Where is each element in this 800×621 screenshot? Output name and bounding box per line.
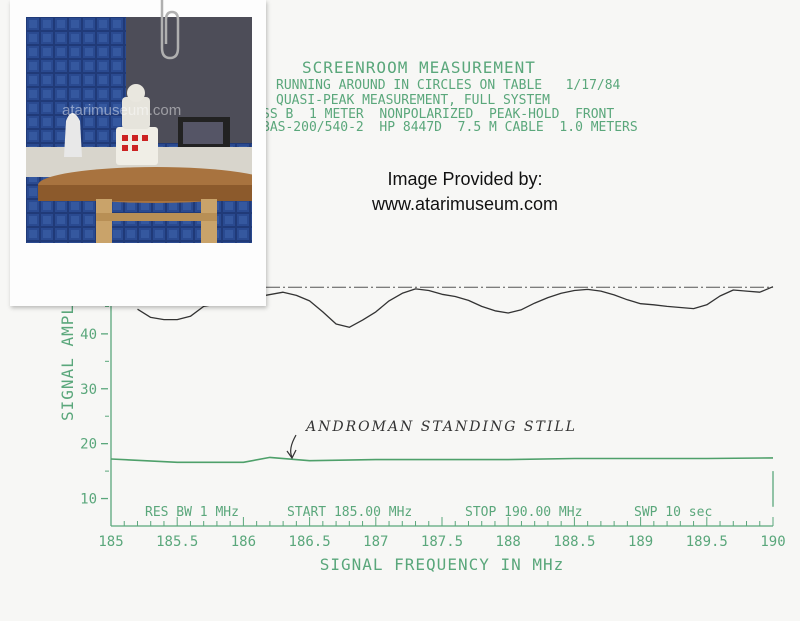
annotation-arrowhead-icon xyxy=(286,449,297,460)
header-line-1: RUNNING AROUND IN CIRCLES ON TABLE 1/17/… xyxy=(276,78,621,93)
x-axis-label: SIGNAL FREQUENCY IN MHz xyxy=(320,555,565,574)
photo-watermark: atarimuseum.com xyxy=(62,102,181,119)
screenroom-photo: atarimuseum.com xyxy=(26,17,252,243)
x-tick-label: 188.5 xyxy=(553,534,595,550)
y-tick-label: 20 xyxy=(80,437,97,453)
paper-clip-icon xyxy=(160,0,180,60)
settings-stop: STOP 190.00 MHz xyxy=(465,505,582,520)
annotation-label: ANDROMAN STANDING STILL xyxy=(304,419,577,435)
x-tick-label: 187.5 xyxy=(421,534,463,550)
x-tick-label: 189 xyxy=(628,534,653,550)
robot-figure xyxy=(64,113,82,157)
annotation-arrow-icon xyxy=(290,434,297,458)
x-tick-label: 189.5 xyxy=(686,534,728,550)
settings-start: START 185.00 MHz xyxy=(287,505,412,520)
y-axis-label: SIGNAL AMPL xyxy=(58,304,77,421)
settings-res-bw: RES BW 1 MHz xyxy=(145,505,239,520)
peak-trace-series xyxy=(137,286,774,328)
header-line-4: BAS-200/540-2 HP 8447D 7.5 M CABLE 1.0 M… xyxy=(262,120,638,135)
credit-line-1: Image Provided by: xyxy=(387,169,543,189)
x-tick-label: 185 xyxy=(98,534,123,550)
y-tick-label: 40 xyxy=(80,327,97,343)
x-tick-label: 185.5 xyxy=(156,534,198,550)
credit-url: www.atarimuseum.com xyxy=(371,194,559,214)
y-tick-label: 30 xyxy=(80,382,97,398)
x-tick-label: 186.5 xyxy=(289,534,331,550)
x-tick-label: 190 xyxy=(760,534,785,550)
y-tick-label: 10 xyxy=(80,492,97,508)
standing-still-series xyxy=(110,456,774,464)
settings-sweep: SWP 10 sec xyxy=(634,505,712,520)
x-tick-label: 186 xyxy=(231,534,256,550)
header-line-2: QUASI-PEAK MEASUREMENT, FULL SYSTEM xyxy=(276,93,550,108)
x-tick-label: 187 xyxy=(363,534,388,550)
chart-title: SCREENROOM MEASUREMENT xyxy=(302,58,536,77)
polaroid-photo: atarimuseum.com xyxy=(10,0,266,306)
photo-scene: atarimuseum.com xyxy=(26,17,252,243)
x-tick-label: 188 xyxy=(496,534,521,550)
